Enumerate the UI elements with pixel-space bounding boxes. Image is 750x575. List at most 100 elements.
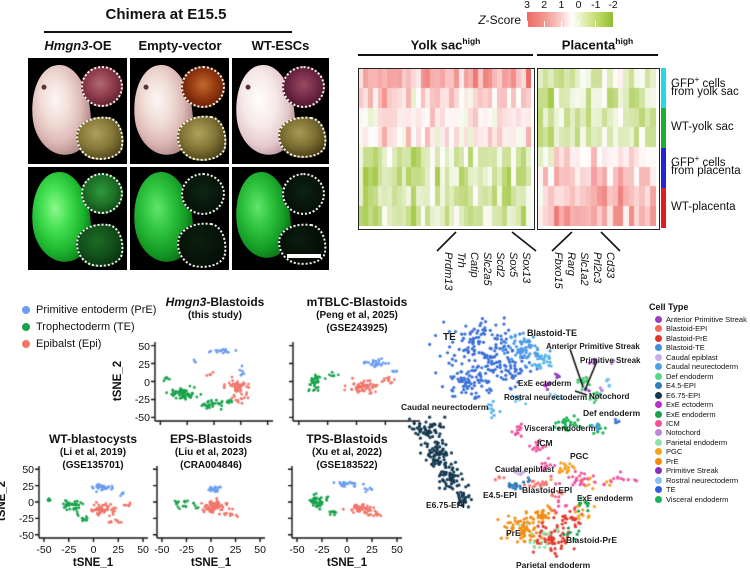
- cell-type-legend-label: Blastoid-PrE: [666, 333, 708, 343]
- colorbar-tick-label: 0: [575, 0, 582, 11]
- scale-bar: [287, 254, 321, 258]
- umap-cluster-label: ICM: [537, 438, 553, 448]
- column-label-empty-vector: Empty-vector: [138, 38, 222, 53]
- umap-cluster-label: Caudal epiblast: [495, 465, 555, 474]
- axis-tick-label: 25: [22, 480, 34, 493]
- axis-tick-label: 0: [208, 544, 214, 556]
- placenta-outline: [282, 66, 325, 108]
- cell-type-legend-label: TE: [666, 485, 676, 495]
- umap-cluster-label: Parietal endoderm: [516, 560, 591, 570]
- placenta-outline: [181, 66, 225, 108]
- colorbar-tick-mark: [578, 21, 580, 27]
- umap-cluster-label: Anterior Primitive Streak: [546, 342, 640, 351]
- umap-cluster-label: ExE ectoderm: [518, 379, 572, 388]
- heatmap-yolk-sac-canvas: [359, 69, 531, 226]
- cell-type-legend-dot: [655, 448, 662, 456]
- cell-type-legend-dot: [655, 401, 662, 409]
- embryo-photo-hmgn3-gfp: [28, 167, 127, 270]
- axis-tick-label: 50: [137, 544, 149, 556]
- gene-label: Fbxo15: [552, 252, 564, 289]
- cell-type-legend-label: Caudal neurectoderm: [666, 362, 739, 372]
- group-color-bar: [661, 108, 666, 148]
- axis-tick-label: 25: [112, 544, 125, 556]
- cell-type-legend-label: ExE endoderm: [666, 409, 716, 419]
- axis-tick-label: -25: [134, 394, 150, 407]
- embryo-photo-wt-escs-gfp: [232, 167, 329, 270]
- yolk-sac-underline: [358, 54, 533, 56]
- umap-cluster-label: Rostral neurectoderm: [504, 393, 588, 402]
- chimera-title-underline: [44, 31, 292, 33]
- colorbar-tick-label: 1: [558, 0, 565, 11]
- column-label-hmgn3-oe: Hmgn3-OE: [44, 38, 112, 53]
- axis-tick-label: -50: [18, 529, 34, 542]
- cell-type-legend-dot: [655, 410, 662, 418]
- heatmap-group-yolk-sac: Yolk sachigh: [410, 36, 481, 53]
- gene-label: Slc2a5: [481, 252, 493, 286]
- colorbar-tick-label: -1: [591, 0, 601, 11]
- axis-tick-label: 0: [90, 544, 97, 556]
- axis-tick-label: -50: [154, 544, 170, 556]
- cell-type-legend-label: E6.75-EPI: [666, 390, 701, 400]
- gene-label: Rarg: [565, 252, 577, 276]
- gfp-placenta-outline: [181, 173, 225, 215]
- colorbar-tick-label: 3: [524, 0, 530, 11]
- tsne-plots-canvas: [0, 290, 440, 575]
- colorbar-tick-mark: [595, 21, 597, 27]
- axis-tick-label: 25: [138, 358, 150, 371]
- cell-type-legend-label: ICM: [666, 418, 680, 428]
- placenta-underline: [537, 54, 658, 56]
- group-color-bar: [661, 68, 666, 108]
- zscore-colorbar: [527, 12, 613, 27]
- gene-label: Slc1a2: [578, 252, 590, 286]
- axis-tick-label: -50: [134, 412, 150, 425]
- gene-label: Sox5: [507, 252, 519, 278]
- cell-type-legend-dot: [655, 419, 662, 427]
- axis-tick-label: -50: [289, 544, 305, 556]
- gene-label: Cd33: [604, 252, 616, 279]
- tsne2-axis-label: tSNE_2: [0, 480, 8, 522]
- colorbar-tick-label: -2: [608, 0, 618, 11]
- embryo-photo-empty-vector-gfp: [130, 167, 229, 270]
- axis-tick-label: -25: [178, 544, 195, 556]
- cell-type-legend-label: Caudal epiblast: [666, 352, 718, 362]
- axis-tick-label: -25: [18, 513, 34, 526]
- gene-label: Prl2c3: [591, 252, 603, 284]
- cell-type-legend-dot: [655, 316, 662, 323]
- cell-type-legend-label: Primitive Streak: [666, 466, 719, 476]
- cell-type-legend-dot: [655, 486, 662, 494]
- cell-type-legend-label: Blastoid-EPI: [666, 324, 708, 334]
- group-color-bar: [661, 148, 666, 188]
- colorbar-tick-label: 2: [541, 0, 548, 11]
- colorbar-tick-mark: [543, 21, 545, 27]
- axis-tick-label: 25: [229, 544, 242, 556]
- cell-type-legend-dot: [655, 495, 662, 503]
- axis-tick-label: 0: [344, 544, 350, 556]
- umap-cluster-label: Blastoid-PrE: [566, 535, 618, 545]
- axis-tick-label: 50: [138, 340, 150, 353]
- umap-cluster-label: TE: [443, 332, 456, 343]
- cell-type-legend-dot: [655, 429, 662, 437]
- heatmap-row-label: WT-yolk sac: [671, 121, 734, 133]
- cell-type-legend-dot: [655, 438, 662, 446]
- heatmap-placenta-canvas: [538, 69, 656, 226]
- embryo-photo-hmgn3-brightfield: [28, 58, 127, 164]
- cell-type-legend-label: Parietal endoderm: [666, 437, 728, 447]
- cell-type-legend-dot: [655, 325, 662, 333]
- axis-tick-label: -25: [61, 544, 77, 556]
- heatmap-row-label: GFP+ cells: [671, 154, 726, 169]
- tsne1-axis-label: tSNE_1: [326, 557, 368, 569]
- gene-label: Scd2: [494, 252, 506, 278]
- umap-cluster-label: Def endoderm: [583, 408, 641, 418]
- tsne1-axis-label: tSNE_1: [72, 557, 114, 569]
- heatmap-row-label: GFP+ cells: [671, 75, 726, 90]
- cell-type-legend-dot: [655, 382, 662, 390]
- cell-type-legend-dot: [655, 476, 662, 484]
- cell-type-legend-label: E4.5-EPI: [666, 381, 697, 391]
- heatmap-row-label: from yolk sac: [671, 86, 739, 98]
- colorbar-tick-mark: [560, 21, 562, 27]
- gene-label: Trh: [455, 252, 467, 268]
- heatmap-group-placenta: Placentahigh: [561, 36, 634, 53]
- cell-type-legend-label: PGC: [666, 447, 683, 457]
- heatmap-row-label: from placenta: [671, 165, 741, 177]
